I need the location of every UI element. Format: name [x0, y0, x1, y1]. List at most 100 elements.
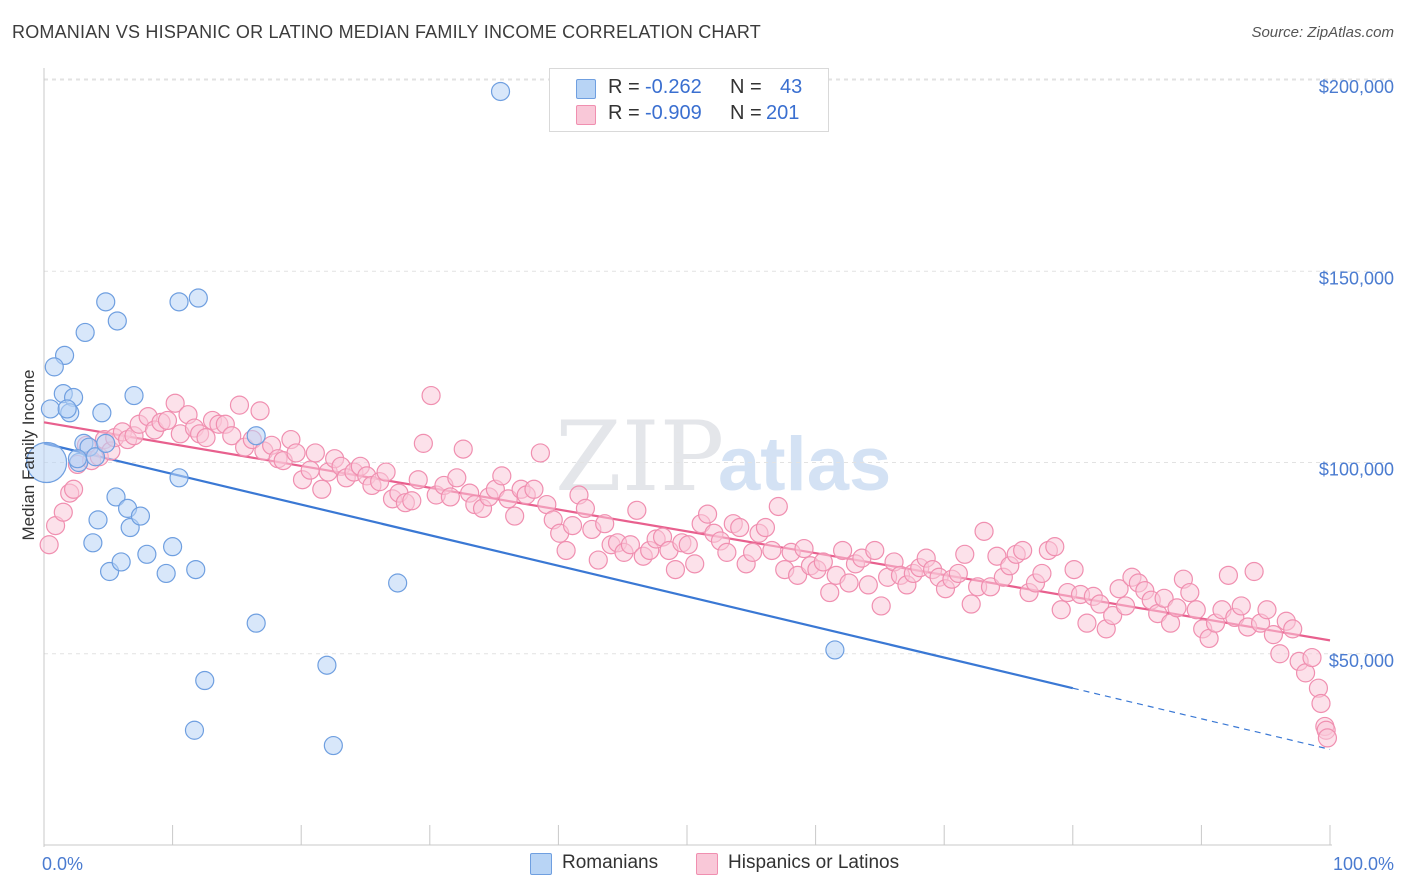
hispanic-point[interactable] — [1218, 565, 1239, 585]
romanian-point[interactable] — [323, 735, 343, 756]
hispanic-point[interactable] — [250, 401, 270, 421]
romanian-point[interactable] — [186, 559, 206, 580]
hispanic-point[interactable] — [447, 468, 467, 488]
hispanic-point[interactable] — [865, 540, 885, 561]
hispanic-point[interactable] — [222, 426, 242, 446]
hispanic-point[interactable] — [948, 563, 968, 584]
hispanic-point[interactable] — [376, 462, 396, 482]
hispanic-point[interactable] — [961, 594, 981, 614]
romanian-point[interactable] — [246, 613, 266, 633]
hispanic-point[interactable] — [1257, 600, 1277, 620]
hispanic-point[interactable] — [1103, 605, 1123, 626]
romanian-point[interactable] — [40, 399, 61, 419]
hispanic-point[interactable] — [1013, 540, 1033, 561]
romanian-point[interactable] — [25, 441, 68, 484]
hispanic-point[interactable] — [685, 554, 705, 574]
romanian-point[interactable] — [111, 552, 131, 572]
hispanic-point[interactable] — [955, 544, 975, 564]
romanian-point[interactable] — [75, 322, 95, 343]
romanian-point[interactable] — [195, 670, 215, 691]
romanian-point[interactable] — [163, 537, 183, 557]
hispanic-point[interactable] — [312, 479, 332, 499]
hispanic-point[interactable] — [627, 500, 647, 520]
romanian-point[interactable] — [88, 510, 108, 530]
hispanic-point[interactable] — [697, 504, 718, 524]
hispanic-point[interactable] — [595, 514, 615, 534]
romanian-point[interactable] — [67, 449, 88, 469]
hispanic-point[interactable] — [839, 573, 859, 593]
hispanic-point[interactable] — [1186, 600, 1206, 620]
hispanic-point[interactable] — [974, 521, 994, 541]
hispanic-point[interactable] — [987, 546, 1007, 566]
hispanic-point[interactable] — [1311, 693, 1331, 714]
romanian-point[interactable] — [124, 385, 144, 406]
romanian-point[interactable] — [169, 468, 189, 488]
hispanic-point[interactable] — [492, 466, 512, 486]
hispanic-point[interactable] — [742, 542, 763, 562]
hispanic-point[interactable] — [556, 540, 576, 561]
hispanic-point[interactable] — [1270, 644, 1290, 664]
hispanic-point[interactable] — [575, 498, 596, 518]
hispanic-point[interactable] — [755, 517, 776, 538]
hispanic-point[interactable] — [157, 410, 178, 431]
hispanic-point[interactable] — [1180, 582, 1200, 603]
hispanic-point[interactable] — [300, 460, 320, 480]
romanian-point[interactable] — [317, 655, 337, 675]
romanian-point[interactable] — [825, 640, 845, 660]
hispanic-point[interactable] — [787, 565, 808, 585]
hispanic-point[interactable] — [858, 575, 878, 595]
hispanic-point[interactable] — [678, 535, 698, 555]
hispanic-point[interactable] — [402, 491, 422, 511]
hispanic-point[interactable] — [1064, 559, 1084, 580]
romanian-point[interactable] — [246, 426, 266, 446]
romanian-point[interactable] — [490, 81, 511, 102]
romanian-point[interactable] — [169, 292, 189, 312]
hispanic-point[interactable] — [1090, 594, 1110, 614]
hispanic-point[interactable] — [1283, 619, 1303, 639]
hispanic-point[interactable] — [63, 479, 84, 499]
hispanic-point[interactable] — [524, 479, 544, 499]
romanian-point[interactable] — [130, 506, 151, 526]
hispanic-point[interactable] — [1115, 596, 1136, 616]
hispanic-point[interactable] — [1077, 613, 1097, 633]
romanian-point[interactable] — [184, 720, 205, 740]
hispanic-point[interactable] — [820, 582, 840, 603]
hispanic-point[interactable] — [1032, 563, 1052, 584]
romanian-point[interactable] — [137, 544, 157, 564]
hispanic-point[interactable] — [768, 496, 788, 517]
romanian-point[interactable] — [83, 533, 103, 553]
romanian-point[interactable] — [107, 311, 127, 331]
romanian-point[interactable] — [156, 563, 176, 584]
hispanic-point[interactable] — [305, 443, 325, 463]
hispanic-point[interactable] — [1167, 598, 1187, 618]
hispanic-point[interactable] — [413, 433, 433, 453]
hispanic-point[interactable] — [196, 428, 216, 448]
hispanic-point[interactable] — [717, 542, 737, 562]
hispanic-point[interactable] — [1045, 537, 1065, 557]
hispanic-point[interactable] — [813, 552, 833, 572]
hispanic-point[interactable] — [1231, 596, 1251, 616]
romanian-point[interactable] — [388, 573, 408, 593]
hispanic-point[interactable] — [833, 540, 853, 561]
hispanic-point[interactable] — [165, 393, 185, 413]
hispanic-point[interactable] — [620, 535, 641, 555]
hispanic-point[interactable] — [1109, 579, 1129, 599]
romanian-point[interactable] — [57, 399, 77, 419]
hispanic-point[interactable] — [1263, 625, 1284, 645]
hispanic-point[interactable] — [53, 502, 73, 522]
hispanic-point[interactable] — [440, 487, 460, 507]
hispanic-point[interactable] — [1302, 647, 1322, 668]
hispanic-point[interactable] — [794, 538, 814, 559]
hispanic-point[interactable] — [498, 489, 518, 509]
hispanic-point[interactable] — [505, 506, 525, 526]
hispanic-point[interactable] — [1051, 600, 1071, 620]
romanian-point[interactable] — [92, 403, 112, 423]
hispanic-point[interactable] — [588, 550, 608, 570]
romanian-point[interactable] — [44, 357, 64, 377]
hispanic-point[interactable] — [421, 385, 441, 406]
hispanic-point[interactable] — [1154, 588, 1174, 608]
hispanic-point[interactable] — [453, 439, 473, 459]
hispanic-point[interactable] — [229, 395, 250, 415]
hispanic-point[interactable] — [1244, 561, 1264, 582]
hispanic-point[interactable] — [408, 470, 428, 490]
